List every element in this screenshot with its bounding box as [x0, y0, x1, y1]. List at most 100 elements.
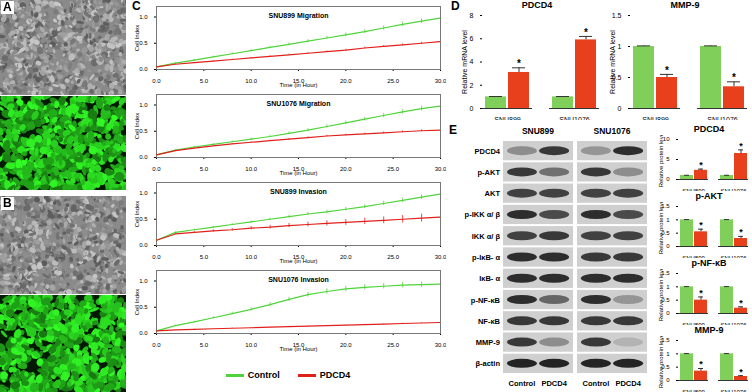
svg-text:*: *: [699, 288, 703, 298]
svg-text:30.0: 30.0: [435, 254, 446, 260]
svg-text:*: *: [739, 367, 743, 377]
svg-text:Control: Control: [509, 379, 536, 388]
svg-text:5.0: 5.0: [200, 78, 209, 84]
svg-text:Time (in Hour): Time (in Hour): [279, 346, 317, 352]
svg-text:0.5: 0.5: [139, 40, 148, 46]
svg-text:SNU1076: SNU1076: [720, 322, 747, 325]
svg-text:1: 1: [666, 284, 670, 290]
svg-text:*: *: [517, 58, 521, 69]
svg-text:0.0: 0.0: [152, 166, 161, 172]
svg-text:p-IKK α/ β: p-IKK α/ β: [465, 210, 501, 219]
svg-text:PDCD4: PDCD4: [475, 147, 501, 156]
svg-text:Relative mRNA level: Relative mRNA level: [609, 30, 616, 94]
svg-text:SNU899: SNU899: [682, 322, 705, 325]
svg-text:Time (in Hour): Time (in Hour): [279, 170, 317, 176]
svg-text:0.0: 0.0: [139, 66, 148, 72]
svg-text:PDCD4: PDCD4: [541, 379, 567, 388]
svg-text:*: *: [739, 227, 743, 237]
svg-text:PDCD4: PDCD4: [615, 379, 641, 388]
svg-text:Relative protein level: Relative protein level: [658, 336, 664, 388]
svg-text:1.0: 1.0: [139, 102, 148, 108]
svg-text:20.0: 20.0: [340, 342, 352, 348]
svg-text:1.5: 1.5: [612, 12, 622, 19]
svg-text:25.0: 25.0: [387, 78, 399, 84]
svg-text:SNU1076: SNU1076: [720, 389, 747, 392]
svg-text:5.0: 5.0: [200, 342, 209, 348]
svg-text:25.0: 25.0: [387, 254, 399, 260]
svg-text:*: *: [665, 65, 669, 76]
svg-text:Control: Control: [583, 379, 610, 388]
svg-text:0: 0: [666, 176, 670, 182]
svg-text:β-actin: β-actin: [475, 359, 500, 368]
svg-text:Time (in Hour): Time (in Hour): [279, 258, 317, 264]
svg-text:20.0: 20.0: [340, 78, 352, 84]
svg-text:SNU899: SNU899: [682, 389, 705, 392]
svg-text:SNU899 Migration: SNU899 Migration: [269, 12, 329, 20]
svg-text:1.0: 1.0: [139, 14, 148, 20]
svg-text:1.0: 1.0: [139, 190, 148, 196]
svg-text:*: *: [739, 141, 743, 151]
svg-text:0.0: 0.0: [139, 242, 148, 248]
svg-text:0.0: 0.0: [152, 78, 161, 84]
svg-text:*: *: [584, 27, 588, 38]
svg-text:5.0: 5.0: [200, 254, 209, 260]
svg-text:SNU1076: SNU1076: [720, 188, 747, 191]
svg-text:0.5: 0.5: [139, 128, 148, 134]
svg-text:1: 1: [618, 43, 622, 50]
svg-text:20.0: 20.0: [340, 254, 352, 260]
svg-text:Cell Index: Cell Index: [134, 201, 140, 228]
svg-text:30.0: 30.0: [435, 342, 446, 348]
svg-text:SNU1076 Migration: SNU1076 Migration: [267, 100, 331, 108]
svg-text:10.0: 10.0: [245, 166, 257, 172]
svg-text:*: *: [699, 220, 703, 230]
svg-text:SNU899: SNU899: [522, 126, 554, 136]
svg-text:0.0: 0.0: [139, 330, 148, 336]
svg-text:0.5: 0.5: [139, 304, 148, 310]
svg-text:10.0: 10.0: [245, 342, 257, 348]
svg-text:1.0: 1.0: [139, 278, 148, 284]
svg-text:0.0: 0.0: [139, 154, 148, 160]
svg-text:SNU1076: SNU1076: [559, 116, 589, 120]
svg-text:SNU1076: SNU1076: [707, 116, 737, 120]
svg-text:6: 6: [470, 35, 474, 42]
svg-text:*: *: [732, 72, 736, 83]
svg-text:10.0: 10.0: [245, 78, 257, 84]
svg-text:SNU899: SNU899: [494, 116, 521, 120]
svg-text:p-IκB- α: p-IκB- α: [472, 253, 500, 262]
svg-text:SNU1076: SNU1076: [594, 126, 631, 136]
svg-text:SNU899: SNU899: [682, 188, 705, 191]
svg-text:30.0: 30.0: [435, 78, 446, 84]
svg-text:2: 2: [470, 81, 474, 88]
svg-text:AKT: AKT: [485, 189, 501, 198]
svg-text:Relative protein level: Relative protein level: [658, 202, 664, 254]
svg-text:*: *: [699, 359, 703, 369]
svg-text:8: 8: [470, 12, 474, 19]
svg-text:p-NF-κB: p-NF-κB: [471, 296, 501, 305]
svg-text:30.0: 30.0: [435, 166, 446, 172]
svg-text:NF-κB: NF-κB: [478, 317, 501, 326]
svg-text:1: 1: [666, 217, 670, 223]
svg-text:4: 4: [470, 58, 474, 65]
svg-text:20.0: 20.0: [340, 166, 352, 172]
svg-text:1: 1: [666, 351, 670, 357]
svg-text:Time (in Hour): Time (in Hour): [279, 82, 317, 88]
svg-text:0: 0: [470, 105, 474, 112]
svg-text:p-AKT: p-AKT: [478, 168, 501, 177]
svg-text:10: 10: [663, 136, 670, 142]
svg-text:SNU1076: SNU1076: [720, 255, 747, 258]
svg-text:0: 0: [666, 377, 670, 383]
svg-text:*: *: [739, 298, 743, 308]
svg-text:MMP-9: MMP-9: [476, 338, 500, 347]
svg-text:0: 0: [666, 243, 670, 249]
svg-text:25.0: 25.0: [387, 342, 399, 348]
svg-text:0.5: 0.5: [139, 216, 148, 222]
svg-text:SNU899: SNU899: [642, 116, 669, 120]
svg-text:Cell Index: Cell Index: [134, 289, 140, 316]
svg-text:5.0: 5.0: [200, 166, 209, 172]
svg-text:0.0: 0.0: [152, 342, 161, 348]
svg-text:5: 5: [666, 156, 670, 162]
svg-text:Cell Index: Cell Index: [134, 113, 140, 140]
svg-text:SNU899 Invasion: SNU899 Invasion: [270, 188, 327, 195]
svg-text:0: 0: [618, 105, 622, 112]
svg-text:Relative mRNA level: Relative mRNA level: [461, 30, 468, 94]
